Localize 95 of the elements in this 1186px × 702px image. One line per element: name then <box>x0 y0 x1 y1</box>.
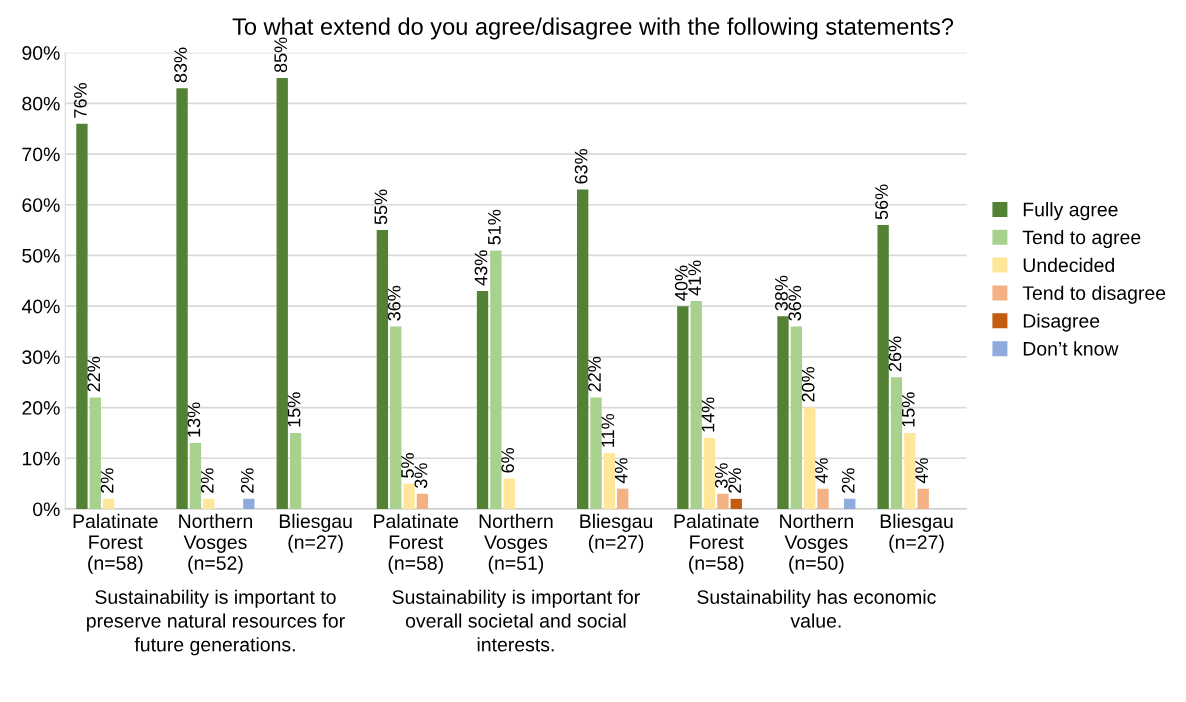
data-label: 22% <box>87 356 101 392</box>
data-label: 15% <box>287 392 301 427</box>
x-tick-label: Palatinate Forest (n=58) <box>674 513 759 574</box>
data-label: 2% <box>841 468 855 493</box>
x-tick-label: Northern Vosges (n=52) <box>179 513 253 574</box>
x-tick-label: Bliesgau (n=27) <box>880 513 953 553</box>
data-label: 3% <box>714 463 728 488</box>
data-label: 22% <box>588 356 601 392</box>
y-tick-label: 70% <box>22 147 60 162</box>
data-label: 63% <box>574 148 588 184</box>
bar <box>76 123 88 509</box>
bar <box>102 498 115 509</box>
bar <box>416 493 429 509</box>
legend-label: Undecided <box>1023 257 1114 273</box>
x-tick-label: Palatinate Forest (n=58) <box>73 513 158 574</box>
data-label: 3% <box>414 463 428 488</box>
y-tick-label: 0% <box>33 502 60 517</box>
bar <box>817 488 829 509</box>
bar <box>890 377 903 509</box>
bar <box>490 250 502 509</box>
y-tick-label: 80% <box>22 96 60 111</box>
bar <box>904 432 916 509</box>
bar <box>289 432 302 509</box>
data-label: 41% <box>688 260 701 296</box>
text: Sustainability is important to preserve natural resources for future generations. <box>87 589 345 656</box>
data-label: 6% <box>501 448 515 473</box>
data-label: 83% <box>174 47 187 83</box>
bar <box>844 498 856 509</box>
data-label: 26% <box>888 336 902 372</box>
bar <box>777 316 789 509</box>
data-label: 2% <box>200 468 214 493</box>
y-tick-label: 50% <box>22 248 60 263</box>
bar <box>390 326 402 509</box>
bar <box>243 498 255 509</box>
y-tick-label: 40% <box>21 299 60 314</box>
bar <box>577 189 589 509</box>
data-label: 40% <box>674 265 688 301</box>
bar <box>804 407 816 509</box>
data-label: 36% <box>788 285 802 321</box>
bar <box>189 443 202 509</box>
legend-label: Tend to agree <box>1022 229 1141 249</box>
bar <box>403 483 415 509</box>
x-tick-label: Bliesgau (n=27) <box>580 513 653 553</box>
data-label: 4% <box>614 458 628 484</box>
bar <box>617 488 629 509</box>
y-tick-label: 20% <box>22 401 60 415</box>
bar <box>176 88 188 509</box>
y-tick-label: 60% <box>22 198 60 212</box>
bar <box>917 488 929 509</box>
bar <box>503 478 515 509</box>
bar <box>376 230 389 509</box>
data-label: 2% <box>100 468 114 493</box>
data-label: 20% <box>801 366 815 402</box>
bar <box>730 498 742 509</box>
data-label: 43% <box>474 250 488 286</box>
x-tick-label: Northern Vosges (n=50) <box>780 513 853 574</box>
x-tick-label: Palatinate Forest (n=58) <box>374 513 459 574</box>
data-label: 15% <box>901 392 915 427</box>
x-tick-label: Northern Vosges (n=51) <box>479 513 553 574</box>
data-label: 56% <box>875 184 888 220</box>
bar <box>690 301 702 509</box>
data-label: 55% <box>374 189 388 225</box>
bar <box>677 306 689 509</box>
bar <box>877 225 889 509</box>
bar <box>703 437 716 509</box>
data-label: 2% <box>240 468 254 493</box>
legend-label: Tend to disagree <box>1022 285 1166 304</box>
data-label: 14% <box>701 397 715 432</box>
data-label: 4% <box>915 458 928 484</box>
bar <box>476 290 489 509</box>
text: Sustainability is important for overall societal and social interests. <box>392 589 640 652</box>
bar <box>603 453 616 509</box>
y-tick-label: 30% <box>22 350 60 365</box>
y-tick-label: 10% <box>22 451 60 466</box>
text: Sustainability has economic value. <box>697 589 936 628</box>
data-label: 13% <box>187 402 201 437</box>
data-label: 11% <box>601 413 615 447</box>
legend-label: Disagree <box>1023 313 1100 332</box>
x-tick-label: Bliesgau (n=27) <box>279 513 352 553</box>
bar <box>790 326 803 509</box>
legend-label: Fully agree <box>1023 202 1118 221</box>
bar <box>276 78 288 509</box>
bar <box>717 493 729 509</box>
data-label: 76% <box>73 83 87 118</box>
data-label: 36% <box>387 285 401 321</box>
y-tick-label: 90% <box>22 46 60 60</box>
data-label: 51% <box>488 209 501 245</box>
data-label: 4% <box>815 458 828 484</box>
bar <box>590 397 602 509</box>
data-label: 5% <box>401 453 414 478</box>
legend-label: Don’t know <box>1023 341 1119 356</box>
data-label: 38% <box>775 275 788 311</box>
data-label: 2% <box>728 468 742 493</box>
bar <box>203 498 215 509</box>
bar <box>89 397 101 509</box>
